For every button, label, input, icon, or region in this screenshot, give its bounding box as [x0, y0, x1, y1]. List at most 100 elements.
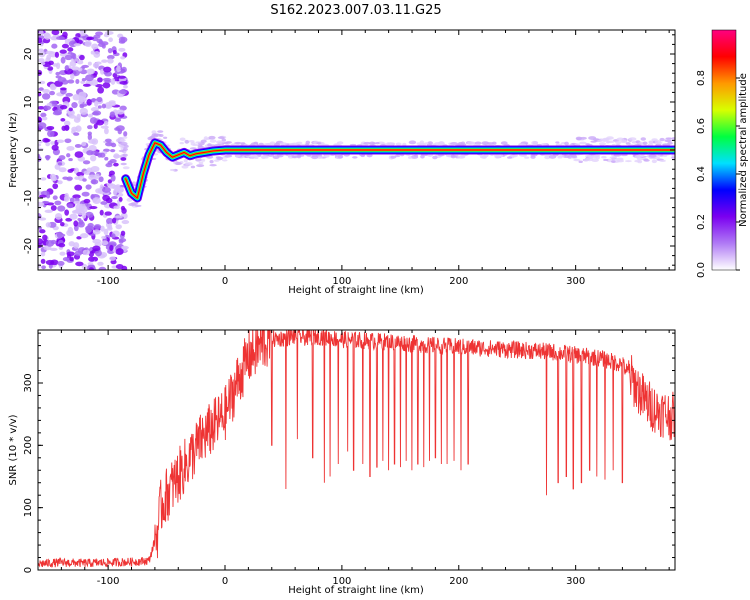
noise-speckle [78, 219, 84, 225]
noise-speckle [111, 196, 118, 200]
noise-speckle [52, 183, 59, 190]
noise-speckle [38, 217, 47, 221]
noise-speckle [38, 201, 45, 207]
noise-speckle [70, 66, 80, 71]
noise-speckle [66, 251, 75, 257]
noise-speckle [99, 209, 104, 216]
spectrogram-x-tick-label: 100 [332, 276, 351, 287]
noise-speckle [92, 197, 101, 204]
noise-speckle [108, 101, 117, 107]
carrier-spread [305, 143, 310, 146]
noise-speckle [47, 66, 54, 71]
noise-speckle [103, 120, 109, 126]
carrier-spread [500, 141, 508, 145]
noise-speckle [54, 200, 62, 206]
noise-speckle [72, 209, 79, 214]
noise-speckle [78, 91, 87, 99]
noise-speckle [92, 245, 101, 252]
figure-title: S162.2023.007.03.11.G25 [270, 3, 441, 18]
colorbar-label: Normalized spectral amplitude [738, 73, 749, 227]
noise-speckle [102, 82, 111, 89]
noise-speckle [38, 238, 44, 245]
carrier-spread [224, 154, 233, 158]
carrier-spread [471, 141, 476, 145]
carrier-spread [573, 158, 581, 162]
carrier-spread [295, 141, 303, 145]
carrier-spread [562, 154, 570, 158]
carrier-spread [664, 139, 672, 143]
noise-speckle [90, 155, 97, 162]
noise-speckle [57, 260, 65, 266]
noise-speckle [117, 128, 123, 135]
noise-speckle [38, 116, 43, 124]
noise-speckle [95, 84, 103, 88]
noise-speckle [74, 143, 82, 148]
noise-speckle [40, 251, 46, 257]
carrier-spread [637, 160, 643, 164]
noise-speckle [66, 203, 74, 209]
carrier-trace-layer [125, 142, 675, 199]
noise-speckle [79, 54, 85, 61]
noise-speckle [108, 37, 113, 43]
carrier-spread [288, 142, 297, 146]
carrier-spread [189, 147, 197, 150]
carrier-spread [122, 166, 130, 170]
noise-speckle [38, 143, 42, 147]
noise-speckle [66, 176, 73, 181]
carrier-spread [122, 153, 128, 157]
noise-speckle [104, 156, 109, 161]
noise-speckle [110, 78, 116, 85]
carrier-spread [209, 164, 217, 167]
carrier-spread [524, 156, 530, 159]
noise-speckle [65, 92, 73, 97]
noise-speckle [73, 43, 81, 47]
carrier-spread [240, 142, 246, 145]
carrier-spread [625, 142, 631, 145]
noise-speckle [59, 105, 68, 110]
noise-speckle [54, 51, 60, 58]
noise-speckle [67, 109, 75, 117]
noise-speckle [90, 179, 99, 185]
carrier-spread [601, 155, 607, 159]
noise-speckle [64, 65, 69, 71]
noise-speckle [100, 125, 109, 129]
carrier-spread [564, 141, 569, 146]
noise-speckle [75, 261, 84, 267]
noise-speckle [117, 75, 127, 79]
snr-x-tick-label: 300 [566, 576, 585, 587]
carrier-spread [536, 143, 543, 146]
snr-series-line [38, 330, 675, 568]
colorbar-tick-label: 0.4 [696, 166, 707, 182]
noise-speckle [38, 87, 44, 91]
noise-speckle [70, 73, 75, 80]
carrier-spread [122, 147, 128, 151]
noise-speckle [67, 79, 75, 84]
noise-speckle [90, 79, 98, 86]
noise-speckle [104, 211, 112, 216]
noise-speckle [97, 86, 104, 94]
noise-speckle [118, 47, 126, 52]
carrier-spread [634, 154, 640, 159]
noise-speckle [57, 162, 63, 166]
noise-speckle [64, 138, 72, 144]
noise-speckle [60, 56, 66, 64]
noise-speckle [47, 130, 55, 138]
carrier-spread [450, 142, 458, 145]
carrier-spread [541, 143, 547, 146]
noise-speckle [81, 77, 87, 82]
carrier-spread [407, 156, 413, 159]
carrier-spread [181, 165, 189, 169]
carrier-spread [671, 154, 675, 158]
carrier-spread [665, 137, 673, 140]
spectrogram-y-tick-label: 20 [23, 48, 34, 61]
noise-speckle [98, 266, 107, 270]
noise-speckle [68, 158, 73, 162]
noise-speckle [90, 107, 99, 112]
carrier-spread [420, 154, 425, 159]
noise-speckle [59, 87, 67, 91]
noise-speckle [62, 31, 68, 38]
noise-speckle [115, 215, 123, 219]
carrier-spread [593, 154, 600, 157]
noise-speckle [45, 239, 55, 247]
noise-speckle [107, 160, 113, 165]
